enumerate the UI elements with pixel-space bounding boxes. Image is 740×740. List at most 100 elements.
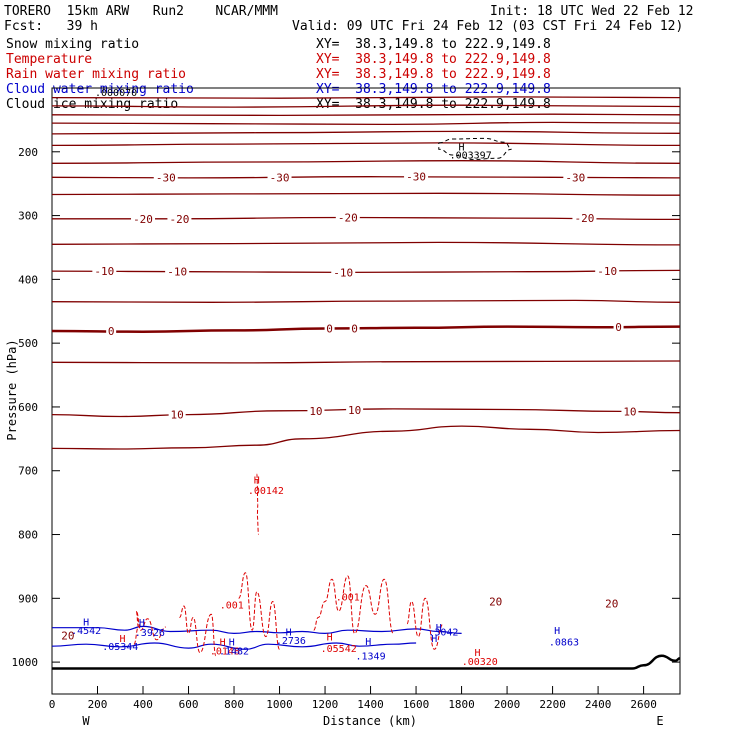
x-tick-label: 200 [88,698,108,711]
data-label: H [139,618,145,629]
x-axis-right-end-label: E [656,714,663,728]
data-label: .05542 [321,644,357,655]
temperature-label-bg [572,212,597,225]
y-tick-label: 700 [18,465,38,478]
data-label: H [220,638,226,649]
temperature-label-bg [267,171,292,184]
temperature-label-bg [92,265,117,278]
temperature-label-bg [168,408,186,421]
temperature-label-bg [324,322,335,335]
forecast-hour: Fcst: 39 h [4,19,98,34]
temperature-label: -20 [133,213,153,226]
temperature-label-bg [131,212,156,225]
y-tick-label: 1000 [12,656,39,669]
temperature-contour-15 [51,425,681,450]
temperature-label-bg [487,595,505,608]
model-title: TORERO 15km ARW Run2 NCAR/MMM [4,4,278,19]
temperature-label: -10 [333,266,353,279]
snow-contour [438,137,512,160]
temperature-label: 0 [351,322,358,335]
temperature-label-bg [603,597,621,610]
y-tick-label: 900 [18,592,38,605]
temperature-label: -20 [338,211,358,224]
temperature-label-bg [349,322,360,335]
rain-contour-2 [238,572,280,650]
data-label: .001 [220,601,244,612]
rain-contour-3 [313,575,394,634]
temperature-label: -30 [406,171,426,184]
temperature-contour--65 [51,96,681,99]
temperature-contour--55 [51,113,681,117]
y-tick-label: 800 [18,529,38,542]
data-label: H [327,633,333,644]
xy-temperature: XY= 38.3,149.8 to 222.9,149.8 [316,52,551,67]
temperature-contour--40 [51,142,681,147]
temperature-label: 10 [348,404,361,417]
temperature-label-bg [621,405,639,418]
x-tick-label: 1400 [357,698,384,711]
data-label: .05344 [102,642,138,653]
temperature-label-bg [165,265,190,278]
data-label: H [286,627,292,638]
temperature-label: -10 [597,265,617,278]
temperature-contour-10 [51,408,681,418]
temperature-label: 10 [623,405,636,418]
data-label: .0863 [549,638,579,649]
xy-cloud-ice: XY= 38.3,149.8 to 222.9,149.8 [316,97,551,112]
overprint-value: .000070 [95,88,138,99]
data-label: .1482 [219,647,249,658]
data-label: .00142 [248,486,284,497]
data-label: .4542 [71,626,101,637]
rain-contour-0 [133,610,166,645]
temperature-label: -30 [156,171,176,184]
data-label: .3042 [428,627,458,638]
data-label: .00320 [462,657,498,668]
field-label-temperature: Temperature [6,52,93,67]
y-tick-label: 300 [18,210,38,223]
plot-area: -30 -30 -30 -30 -20 -20 -20 -20 -10 -10 -10 -10 0 0 0 0… [12,87,681,711]
x-tick-label: 800 [224,698,244,711]
temperature-label: 20 [605,597,618,610]
temperature-label-bg [346,404,364,417]
temperature-label: 20 [489,596,502,609]
field-label-cloud-water: Cloud water mixing ratio [6,82,194,97]
temperature-label-bg [335,211,360,224]
temperature-label-bg [613,321,624,334]
data-label: .0148 [210,647,240,658]
x-tick-label: 1000 [266,698,293,711]
data-label: H [365,637,371,648]
x-tick-label: 1200 [312,698,339,711]
data-label: .3926 [135,628,165,639]
data-label: H [431,634,437,645]
temperature-label: 10 [309,405,322,418]
y-tick-label: 400 [18,273,38,286]
rain-contour-4 [406,597,444,650]
data-label: H [474,648,480,659]
temperature-label-bg [167,212,192,225]
plot-frame [51,87,681,695]
temperature-label: -30 [270,171,290,184]
temperature-label: -20 [169,213,189,226]
terrain-surface [52,654,681,670]
temperature-label-bg [563,171,588,184]
temperature-label-bg [595,265,620,278]
temperature-label: 10 [171,409,184,422]
y-tick-label: 500 [18,337,38,350]
field-label-cloud-ice: Cloud ice mixing ratio [6,97,179,112]
temperature-label-bg [153,171,178,184]
temperature-label: 0 [615,321,622,334]
temperature-label-bg [59,629,77,642]
temperature-contour--60 [51,104,681,108]
data-label: .1349 [355,652,385,663]
xy-snow: XY= 38.3,149.8 to 222.9,149.8 [316,37,551,52]
data-label: H [120,634,126,645]
rain-contour-5 [256,473,260,535]
temperature-label: -20 [574,212,594,225]
field-label-snow: Snow mixing ratio [6,37,140,52]
data-label: H [436,623,442,634]
temperature-label-bg [106,325,117,338]
x-tick-label: 2400 [585,698,612,711]
x-tick-label: 2200 [539,698,566,711]
